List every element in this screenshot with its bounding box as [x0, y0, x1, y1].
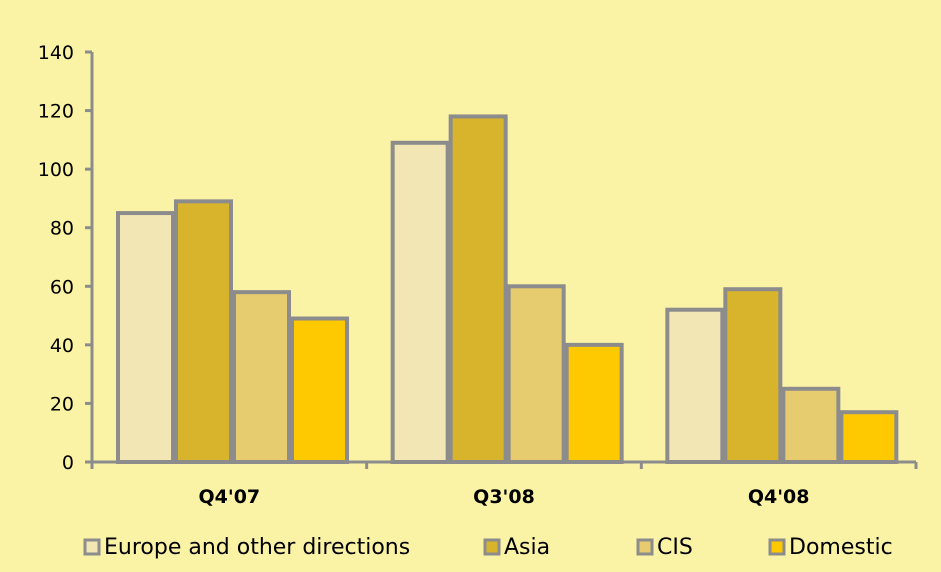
legend-swatch-cis — [636, 538, 654, 556]
y-tick-label: 60 — [50, 276, 74, 298]
y-tick-label: 140 — [38, 42, 74, 64]
y-tick-label: 0 — [62, 452, 74, 474]
legend-label-asia: Asia — [504, 535, 550, 560]
legend-swatch-europe-and-other-directions — [83, 538, 101, 556]
bar-domestic-1 — [290, 316, 349, 464]
axes-layer — [85, 50, 918, 469]
bar-domestic-3 — [839, 410, 899, 465]
legend-swatch-domestic — [768, 538, 786, 556]
y-tick-label: 40 — [50, 335, 74, 357]
bar-asia-1 — [174, 199, 233, 464]
legend-label-cis: CIS — [657, 535, 693, 560]
legend-swatch-asia — [483, 538, 501, 556]
legend-label-domestic: Domestic — [789, 535, 893, 560]
bar-europe-and-other-directions-2 — [390, 140, 450, 465]
bars-layer — [116, 114, 899, 465]
legend: Europe and other directions Asia CIS Domest… — [83, 535, 893, 560]
bar-europe-and-other-directions-1 — [116, 211, 175, 464]
x-category-labels: Q4'07 Q3'08 Q4'08 — [199, 486, 810, 508]
y-tick-label: 100 — [38, 159, 74, 181]
x-category-label: Q3'08 — [473, 486, 535, 508]
bar-domestic-2 — [564, 342, 624, 465]
bar-europe-and-other-directions-3 — [665, 307, 725, 465]
bar-cis-1 — [232, 290, 291, 464]
bar-asia-3 — [723, 287, 783, 465]
x-category-label: Q4'07 — [199, 486, 261, 508]
y-tick-label: 120 — [38, 101, 74, 123]
bar-cis-3 — [781, 386, 841, 464]
y-tick-label: 80 — [50, 218, 74, 240]
legend-label-europe-and-other-directions: Europe and other directions — [104, 535, 410, 560]
y-tick-labels: 0 20 40 60 80 100 120 140 — [38, 42, 74, 474]
x-category-label: Q4'08 — [748, 486, 810, 508]
bar-cis-2 — [506, 284, 566, 464]
bar-asia-2 — [448, 114, 508, 465]
y-tick-label: 20 — [50, 393, 74, 415]
